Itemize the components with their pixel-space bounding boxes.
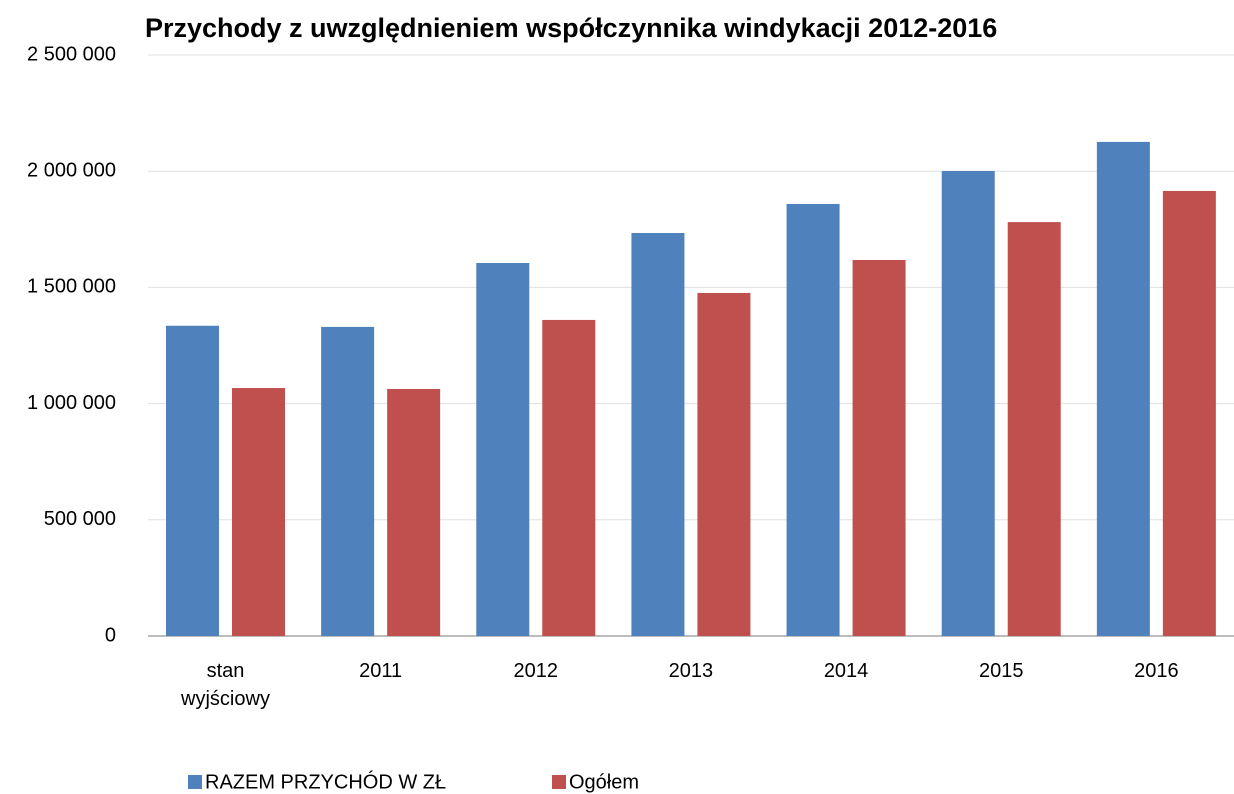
- x-tick-label: 2015: [978, 660, 1024, 682]
- bar: [1162, 190, 1216, 637]
- bar: [387, 388, 441, 636]
- x-tick-label: 2013: [668, 660, 714, 682]
- y-tick-label: 500 000: [44, 508, 116, 530]
- bar: [476, 262, 530, 636]
- y-tick-label: 2 000 000: [27, 159, 116, 181]
- bar: [697, 292, 751, 636]
- x-tick-label: 2016: [1134, 660, 1179, 682]
- legend-label: RAZEM PRZYCHÓD W ZŁ: [205, 770, 446, 793]
- y-tick-label: 2 500 000: [27, 43, 116, 65]
- bar: [786, 203, 840, 637]
- legend-label: Ogółem: [569, 771, 639, 793]
- x-tick-label: stan wyjściowy: [181, 660, 270, 710]
- y-tick-label: 1 500 000: [27, 276, 116, 298]
- legend-swatch: [188, 775, 202, 789]
- y-tick-label: 0: [105, 624, 116, 646]
- bar: [166, 325, 219, 636]
- chart-title: Przychody z uwzględnieniem współczynnika…: [145, 13, 997, 43]
- x-tick-label: 2011: [359, 660, 403, 682]
- bar: [631, 233, 685, 636]
- x-tick-label: 2012: [513, 660, 559, 682]
- bar: [941, 170, 995, 637]
- bar: [1007, 222, 1061, 637]
- bar: [852, 259, 906, 636]
- bar: [542, 319, 596, 636]
- bar: [321, 326, 375, 636]
- x-tick-label: 2014: [823, 660, 869, 682]
- bar: [232, 388, 285, 636]
- y-tick-label: 1 000 000: [27, 392, 116, 414]
- legend-swatch: [552, 775, 566, 789]
- bar: [1096, 141, 1150, 636]
